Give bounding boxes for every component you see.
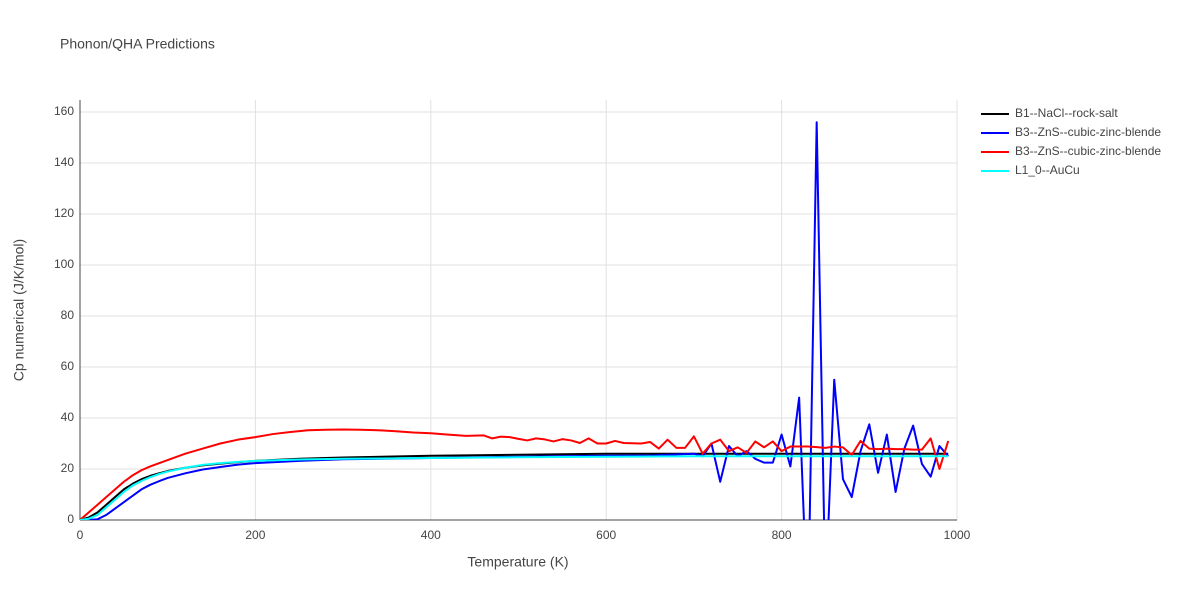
y-tick-label: 60 [61,359,75,373]
y-tick-label: 120 [54,206,74,220]
y-tick-label: 140 [54,155,74,169]
y-tick-label: 40 [61,410,75,424]
x-tick-label: 800 [772,528,792,542]
y-tick-label: 160 [54,104,74,118]
x-tick-label: 600 [596,528,616,542]
series-line [80,455,949,520]
legend-label: B3--ZnS--cubic-zinc-blende [1015,144,1161,158]
y-tick-label: 0 [67,512,74,526]
legend-label: B1--NaCl--rock-salt [1015,106,1118,120]
x-tick-label: 1000 [944,528,971,542]
x-axis-label: Temperature (K) [467,554,568,570]
x-tick-label: 400 [421,528,441,542]
y-axis-label: Cp numerical (J/K/mol) [11,239,27,381]
series-line [80,121,949,520]
y-tick-label: 20 [61,461,75,475]
y-tick-label: 100 [54,257,74,271]
legend-label: B3--ZnS--cubic-zinc-blende [1015,125,1161,139]
legend-label: L1_0--AuCu [1015,163,1080,177]
y-tick-label: 80 [61,308,75,322]
x-tick-label: 200 [245,528,265,542]
chart-title: Phonon/QHA Predictions [60,36,215,52]
plot-area [80,121,950,520]
series-line [80,428,950,520]
x-tick-label: 0 [77,528,84,542]
